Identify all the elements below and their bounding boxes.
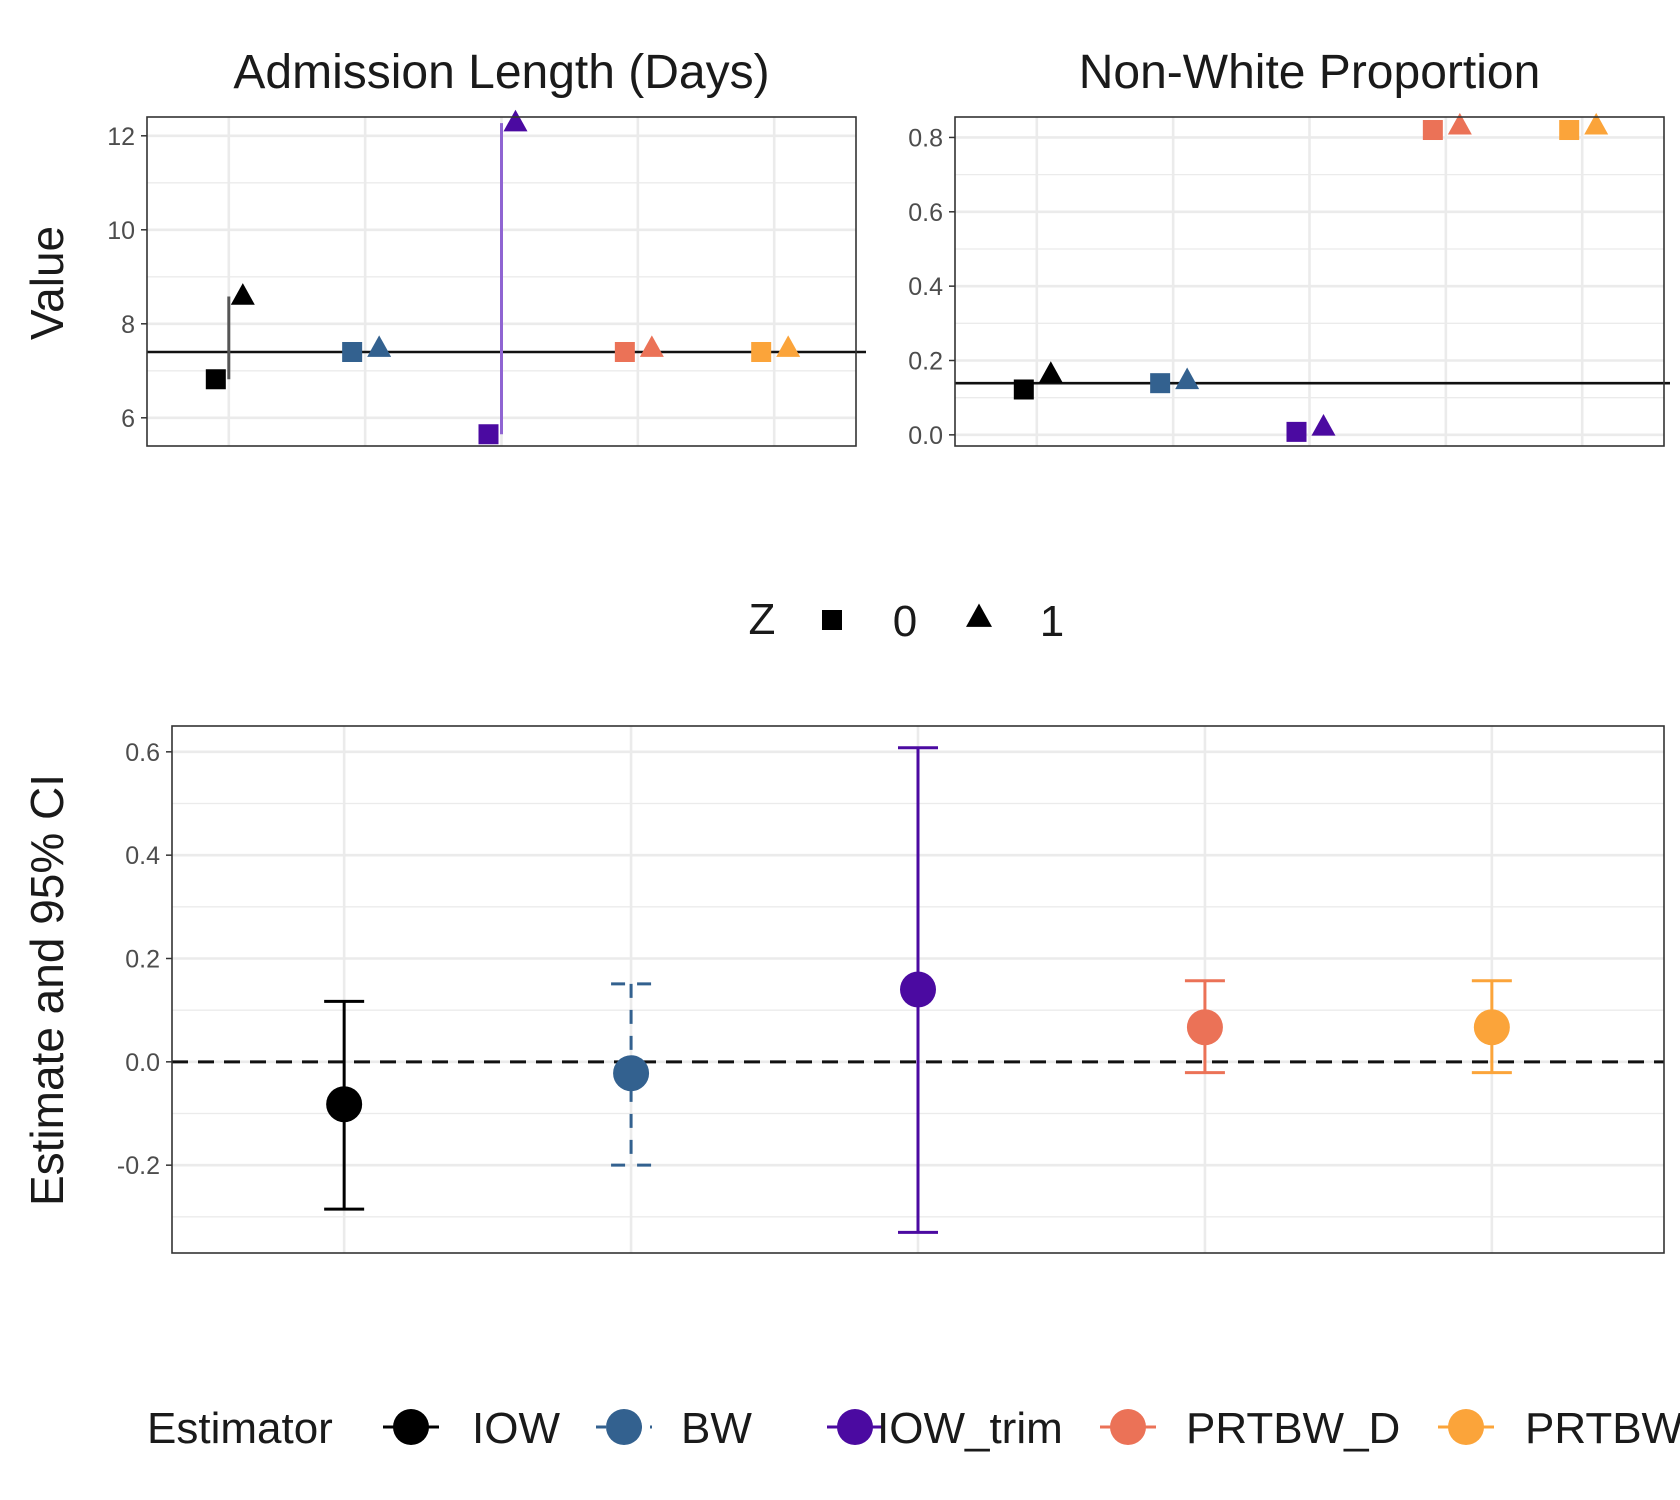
point-z0-iow_trim [478, 424, 499, 445]
estimate-point-prtbw [1473, 1009, 1510, 1046]
shape-legend-label: 0 [893, 597, 917, 646]
panel-admission-length: 6 8 10 12 Admission Length (Days) Value [21, 46, 866, 447]
y-axis-label: Value [21, 226, 73, 340]
legend-label-iow_trim: IOW_trim [877, 1404, 1063, 1453]
y-tick-label: 0.4 [908, 273, 943, 301]
legend-label-prtbw: PRTBW [1525, 1404, 1680, 1453]
panel-estimate-ci: -0.2 0.0 0.2 0.4 0.6 Estimate and 95% CI [21, 725, 1665, 1254]
y-tick-label: 0.0 [125, 1049, 160, 1077]
legend-key-point-prtbw_d [1110, 1409, 1146, 1445]
panel-border [171, 725, 1665, 1254]
legend-label-iow: IOW [472, 1404, 560, 1453]
point-z0-prtbw [1559, 120, 1580, 141]
point-z1-iow [1038, 361, 1063, 383]
panel-title: Admission Length (Days) [233, 46, 769, 99]
point-z1-bw [367, 335, 392, 357]
y-tick-label: 0.2 [125, 946, 160, 974]
point-z1-iow_trim [503, 109, 528, 132]
y-tick-label: 0.2 [908, 347, 943, 375]
panel-border [954, 116, 1665, 447]
legend-label-bw: BW [681, 1404, 752, 1453]
shape-legend-label: 1 [1040, 597, 1064, 646]
point-z0-bw [1150, 373, 1171, 394]
point-z1-iow [230, 283, 255, 305]
legend-key-point-prtbw [1448, 1409, 1484, 1445]
legend-key-point-bw [606, 1409, 642, 1445]
point-z0-prtbw_d [614, 342, 635, 362]
panel-border [146, 116, 857, 447]
legend-triangle-marker [966, 603, 992, 627]
y-tick-label: 0.6 [125, 739, 160, 767]
y-tick-label: -0.2 [117, 1152, 160, 1180]
point-z1-prtbw_d [639, 335, 664, 357]
y-tick-label: 0.6 [908, 199, 943, 227]
estimator-legend: Estimator IOW BW IOW_trim PRTBW_D PRTBW [147, 1404, 1680, 1453]
point-z0-iow [1013, 379, 1034, 400]
y-tick-label: 8 [121, 311, 135, 339]
point-z1-iow_trim [1311, 414, 1336, 436]
point-z0-bw [342, 342, 363, 362]
shape-legend-title: Z [749, 595, 776, 644]
y-tick-label: 12 [107, 123, 135, 151]
point-z1-prtbw [1584, 112, 1609, 135]
point-z0-iow [205, 369, 226, 390]
panel-non-white-proportion: 0.0 0.2 0.4 0.6 0.8 Non-White Proportion [908, 46, 1670, 450]
estimate-point-prtbw_d [1186, 1009, 1223, 1046]
point-z0-prtbw_d [1422, 120, 1443, 141]
estimate-point-iow_trim [900, 971, 936, 1008]
y-tick-label: 0.4 [125, 842, 160, 870]
point-z0-prtbw [751, 342, 772, 362]
y-tick-label: 0.0 [908, 422, 943, 450]
legend-square-marker [822, 610, 842, 630]
shape-legend: Z 0 1 [749, 595, 1065, 646]
y-axis-label: Estimate and 95% CI [21, 774, 73, 1206]
estimate-point-bw [613, 1055, 650, 1092]
panel-title: Non-White Proportion [1079, 46, 1541, 99]
legend-key-point-iow [393, 1409, 429, 1445]
y-tick-label: 10 [107, 217, 135, 245]
point-z0-iow_trim [1286, 421, 1307, 442]
point-z1-prtbw_d [1447, 112, 1472, 135]
y-tick-label: 6 [121, 405, 135, 433]
estimate-point-iow [326, 1086, 363, 1123]
estimator-legend-title: Estimator [147, 1404, 333, 1453]
point-z1-prtbw [776, 335, 801, 357]
legend-label-prtbw_d: PRTBW_D [1186, 1404, 1400, 1453]
point-z1-bw [1175, 367, 1200, 390]
legend-key-point-iow_trim [837, 1409, 873, 1445]
y-tick-label: 0.8 [908, 124, 943, 152]
